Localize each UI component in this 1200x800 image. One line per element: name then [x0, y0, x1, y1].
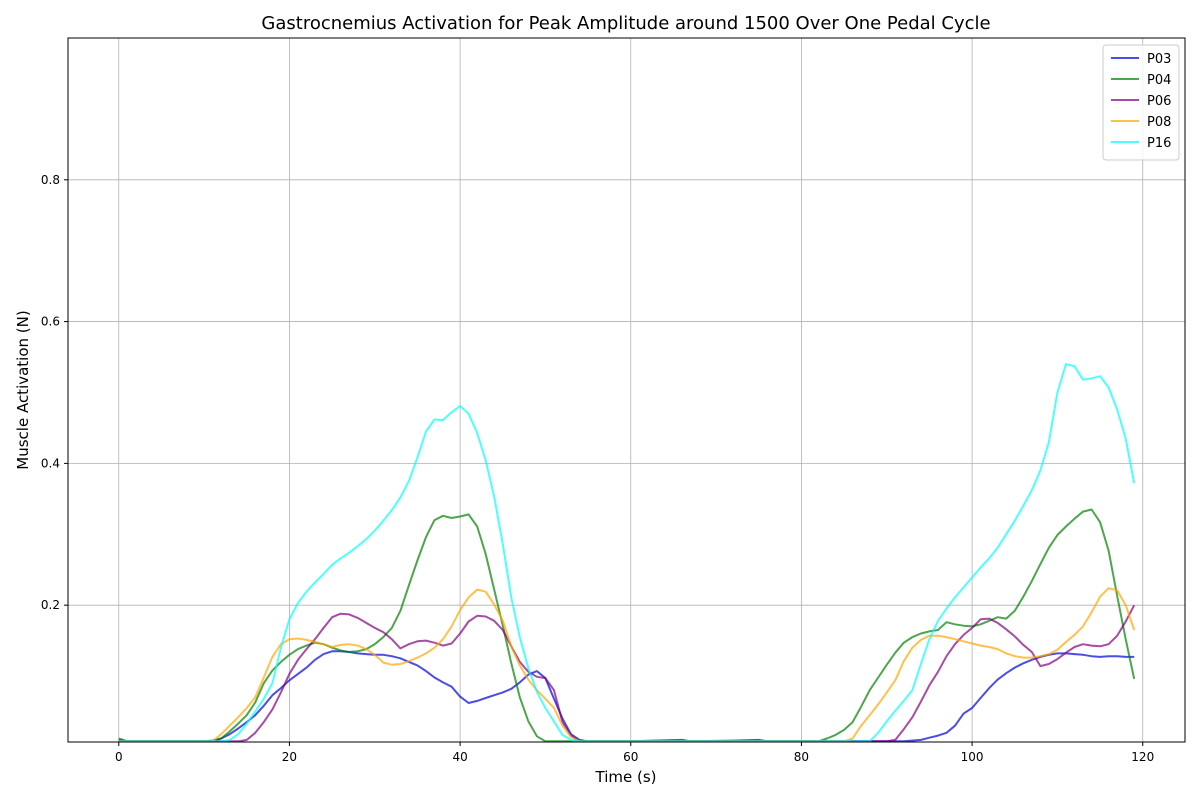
- axis-ticks: 0 20 40 60 80 100 120 0.2 0.4 0.6 0.8: [41, 173, 1154, 764]
- legend-label: P16: [1147, 136, 1171, 151]
- grid: [68, 38, 1185, 742]
- plot-frame: [67, 37, 1186, 743]
- x-tick-label: 120: [1131, 750, 1154, 764]
- series-line-p06: [118, 604, 1136, 743]
- x-axis-title: Time (s): [595, 768, 657, 786]
- series-line-p03: [118, 650, 1135, 743]
- plot-area: [68, 38, 1185, 742]
- legend-box: [1102, 44, 1180, 161]
- series-line-p08: [118, 587, 1136, 743]
- series-group: [118, 363, 1136, 743]
- y-tick-label: 0.8: [41, 173, 60, 187]
- legend-label: P06: [1147, 94, 1171, 109]
- series-line-p04: [118, 508, 1136, 743]
- x-tick-label: 40: [452, 750, 467, 764]
- legend-label: P04: [1147, 73, 1171, 88]
- y-tick-label: 0.2: [41, 598, 60, 612]
- legend-label: P03: [1147, 52, 1171, 67]
- x-tick-label: 60: [623, 750, 638, 764]
- series-line-p16: [118, 363, 1136, 743]
- y-tick-label: 0.6: [41, 315, 60, 329]
- y-axis-title: Muscle Activation (N): [14, 310, 32, 469]
- x-tick-label: 80: [794, 750, 809, 764]
- x-tick-label: 100: [961, 750, 984, 764]
- x-tick-label: 0: [115, 750, 123, 764]
- legend: P03 P04 P06 P08 P16: [1102, 44, 1180, 161]
- chart-title: Gastrocnemius Activation for Peak Amplit…: [261, 13, 990, 34]
- y-tick-label: 0.4: [41, 456, 60, 470]
- x-tick-label: 20: [282, 750, 297, 764]
- legend-label: P08: [1147, 115, 1171, 130]
